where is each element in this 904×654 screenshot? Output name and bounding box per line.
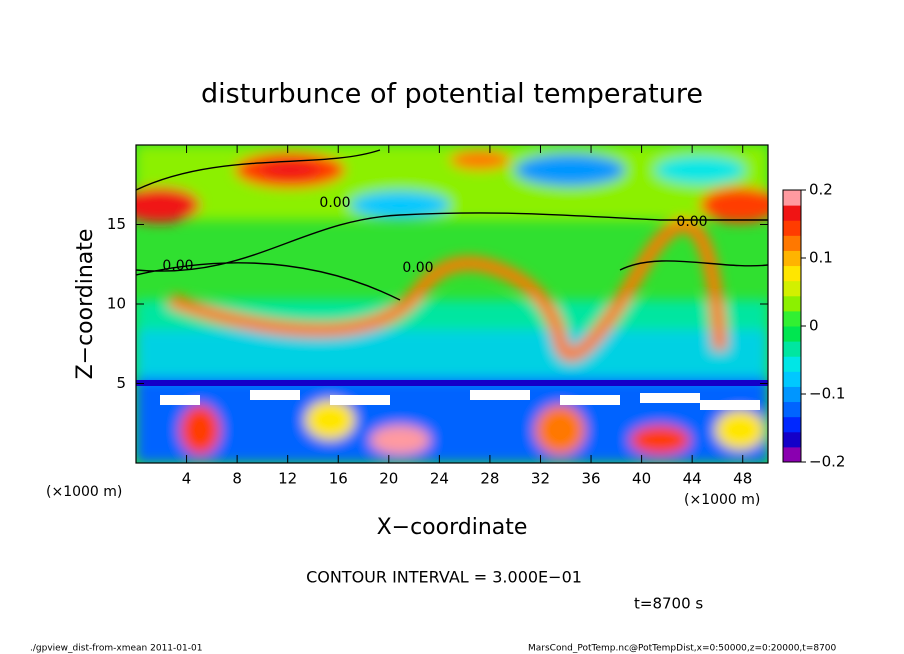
contour-label: 0.00 [676,214,707,230]
x-tick-label: 8 [232,470,242,488]
x-tick-label: 24 [430,470,449,488]
colorbar-segment [783,356,801,372]
x-unit: (×1000 m) [46,484,122,500]
colorbar-segment [783,250,801,267]
y-tick-label: 10 [107,295,126,313]
x-tick-label: 36 [581,470,600,488]
x-tick-label: 12 [278,470,297,488]
colorbar-segment [783,220,801,236]
x-tick-label: 48 [733,470,752,488]
colorbar-tick-label: 0 [809,317,819,335]
x-tick-label: 28 [480,470,499,488]
colorbar-segment [783,265,801,282]
colorbar-segment [783,235,801,251]
contour-interval: CONTOUR INTERVAL = 3.000E−01 [306,568,582,587]
colorbar-segment [783,190,801,206]
colorbar-segment [783,326,801,342]
colorbar-segment [783,295,801,312]
colorbar-segment [783,386,801,403]
chart-title: disturbunce of potential temperature [201,79,703,110]
contour-label: 0.00 [162,258,193,274]
field [136,145,768,463]
colorbar-segment [783,310,801,327]
y-tick-label: 5 [116,374,126,392]
x-tick-label: 44 [683,470,702,488]
x-tick-label: 16 [329,470,348,488]
time-label: t=8700 s [634,595,703,613]
contour-label: 0.00 [402,260,433,276]
colorbar-segment [783,205,801,221]
x-tick-label: 40 [632,470,651,488]
contour-label: 0.00 [319,195,350,211]
y-tick-label: 15 [107,215,126,233]
colorbar-segment [783,401,801,418]
x-unit: (×1000 m) [684,492,760,508]
colorbar-segment [783,446,801,463]
colorbar-tick-label: 0.1 [809,249,833,267]
footer: ./gpview_dist-from-xmean 2011-01-01 [30,644,202,654]
x-tick-label: 20 [379,470,398,488]
x-tick-label: 4 [182,470,192,488]
colorbar-segment [783,371,801,387]
colorbar-tick-label: −0.1 [809,385,845,403]
footer: MarsCond_PotTemp.nc@PotTempDist,x=0:5000… [528,644,837,654]
x-tick-label: 32 [531,470,550,488]
colorbar-segment [783,416,801,433]
x-axis-label: X−coordinate [377,515,528,540]
colorbar-segment [783,341,801,357]
y-axis-label: Z−coordinate [73,229,98,380]
colorbar-segment [783,280,801,297]
colorbar-tick-label: −0.2 [809,453,845,471]
colorbar-segment [783,431,801,448]
colorbar-tick-label: 0.2 [809,181,833,199]
